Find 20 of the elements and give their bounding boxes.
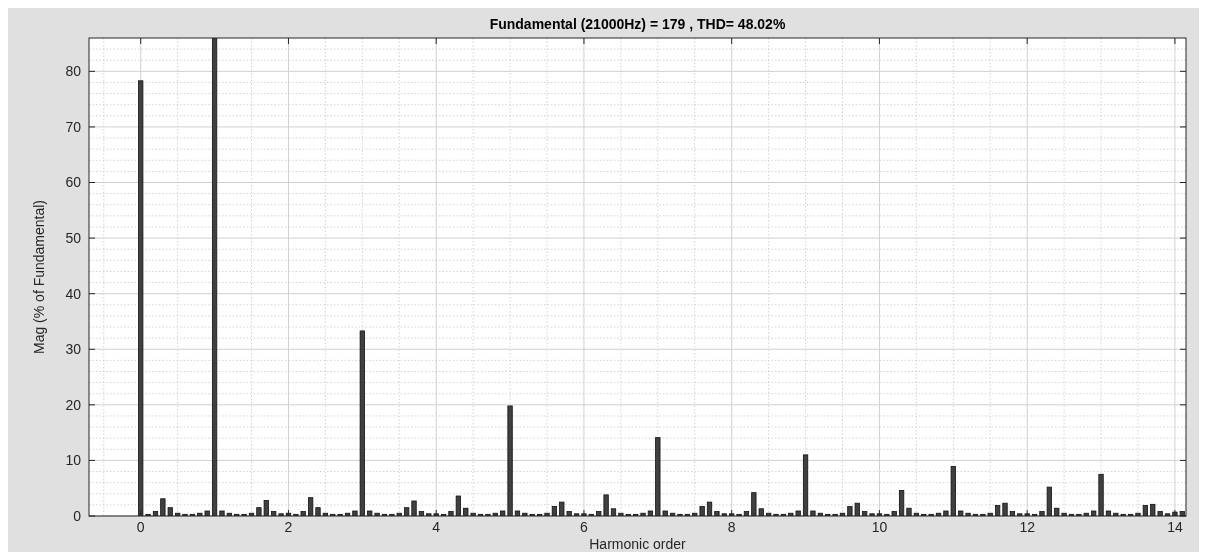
y-tick-label: 40: [65, 285, 82, 302]
x-tick-label: 8: [727, 519, 736, 535]
y-tick-label: 70: [65, 118, 82, 135]
y-tick-label: 80: [65, 63, 82, 80]
y-tick-label: 50: [65, 229, 82, 246]
x-axis-title: Harmonic order: [589, 536, 687, 552]
y-tick-label: 0: [73, 507, 82, 524]
y-axis-title: Mag (% of Fundamental): [31, 199, 47, 355]
x-tick-label: 0: [136, 519, 145, 535]
x-tick-label: 10: [871, 519, 888, 535]
y-tick-label: 60: [65, 174, 82, 191]
x-tick-label: 14: [1167, 519, 1183, 535]
x-tick-label: 2: [284, 519, 293, 535]
y-tick-label: 30: [65, 341, 82, 358]
chart-title: Fundamental (21000Hz) = 179 , THD= 48.02%: [489, 16, 786, 32]
x-tick-label: 12: [1019, 519, 1036, 535]
x-tick-label: 4: [432, 519, 441, 535]
y-tick-label: 10: [65, 452, 82, 469]
y-tick-label: 20: [65, 396, 82, 413]
x-tick-label: 6: [580, 519, 589, 535]
